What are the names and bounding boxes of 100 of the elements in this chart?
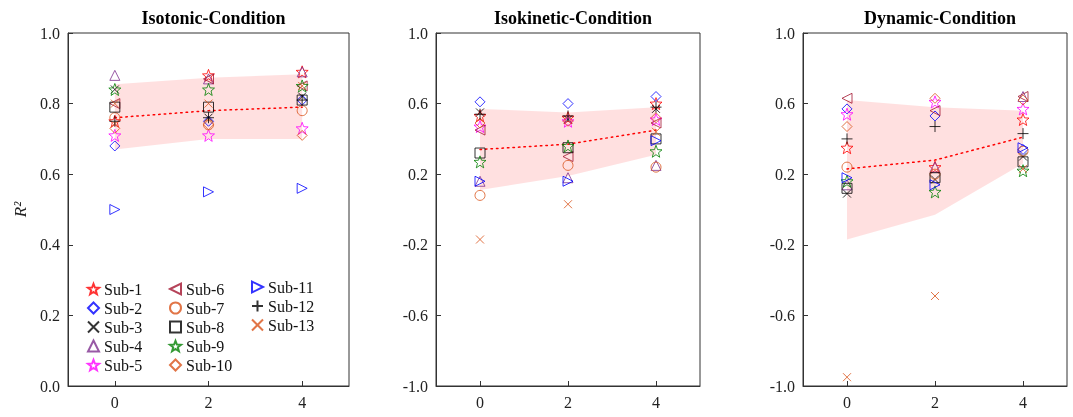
y-tick-label: 0.2: [40, 306, 60, 324]
point: [929, 110, 941, 122]
point: [929, 179, 941, 191]
point: [109, 140, 121, 152]
y-tick-label: 0.0: [40, 377, 60, 395]
point: [295, 121, 309, 135]
point: [475, 235, 485, 245]
point: [562, 98, 574, 110]
y-tick-label: -1.0: [402, 377, 428, 395]
legend-label: Sub-4: [104, 337, 143, 355]
legend-label: Sub-11: [268, 278, 314, 296]
point: [841, 172, 853, 184]
legend-label: Sub-6: [186, 280, 225, 298]
point: [562, 159, 574, 171]
point: [296, 105, 308, 117]
legend-label: Sub-10: [186, 356, 233, 374]
y-tick-label: 0.4: [40, 236, 60, 254]
point: [108, 128, 122, 142]
point: [842, 189, 852, 199]
point: [203, 101, 214, 113]
legend-label: Sub-9: [186, 337, 225, 355]
point: [929, 120, 941, 133]
y-tick-label: 0.2: [408, 165, 428, 183]
point: [650, 91, 662, 103]
point: [297, 92, 307, 102]
legend-label: Sub-12: [268, 297, 315, 315]
point: [928, 95, 942, 109]
point: [649, 97, 663, 111]
y-tick-label: -0.2: [402, 236, 428, 254]
y-tick-label: -1.0: [769, 377, 795, 395]
point: [203, 115, 214, 127]
legend-label: Sub-7: [186, 299, 225, 317]
point: [650, 117, 662, 129]
point: [109, 112, 121, 124]
y-tick-label: -0.6: [769, 306, 795, 324]
x-tick-label: 2: [931, 393, 939, 411]
legend-label: Sub-2: [104, 299, 143, 317]
legend-label: Sub-1: [104, 280, 143, 298]
legend-label: Sub-3: [104, 318, 143, 336]
point: [1016, 112, 1030, 126]
x-tick-label: 4: [652, 393, 660, 411]
point: [109, 122, 121, 134]
point: [109, 69, 121, 81]
point: [840, 107, 854, 121]
x-tick-label: 4: [1019, 393, 1027, 411]
chart-title: Dynamic-Condition: [863, 8, 1017, 28]
point: [651, 127, 661, 137]
point: [474, 96, 486, 108]
point: [928, 185, 942, 199]
point: [296, 182, 308, 194]
point: [562, 151, 574, 163]
y-axis-title: R²: [11, 200, 31, 219]
y-tick-label: 1.0: [775, 24, 795, 42]
point: [1016, 102, 1030, 116]
y-tick-label: 0.6: [775, 95, 795, 113]
point: [1016, 164, 1030, 178]
point: [203, 186, 214, 198]
point: [563, 199, 573, 209]
point: [649, 144, 663, 158]
point: [841, 92, 853, 104]
x-tick-label: 0: [110, 393, 119, 411]
point: [1017, 156, 1029, 168]
chart-title: Isokinetic-Condition: [493, 8, 653, 28]
x-tick-label: 0: [843, 393, 851, 411]
chart-title: Isotonic-Condition: [141, 8, 286, 28]
y-tick-label: -0.2: [769, 236, 795, 254]
y-tick-label: 0.8: [40, 95, 60, 113]
x-tick-label: 4: [298, 393, 307, 411]
point: [474, 189, 486, 201]
point: [474, 124, 486, 136]
y-tick-label: 0.2: [775, 165, 795, 183]
x-tick-label: 0: [476, 393, 484, 411]
point: [202, 128, 215, 142]
point: [473, 120, 487, 134]
point: [475, 107, 485, 117]
point: [929, 92, 941, 104]
point: [841, 132, 853, 145]
y-tick-label: 1.0: [408, 24, 428, 42]
y-tick-label: 1.0: [40, 24, 60, 42]
point: [1017, 127, 1029, 140]
point: [842, 372, 852, 382]
y-tick-label: 0.6: [40, 165, 60, 183]
y-tick-label: -0.6: [402, 306, 428, 324]
point: [840, 174, 854, 188]
point: [109, 204, 121, 215]
point: [841, 103, 853, 115]
point: [1018, 152, 1028, 162]
point: [202, 68, 215, 82]
point: [841, 161, 853, 173]
x-tick-label: 2: [564, 393, 572, 411]
point: [296, 129, 308, 141]
point: [1018, 164, 1028, 174]
point: [473, 155, 487, 169]
y-tick-label: 0.6: [408, 95, 428, 113]
legend-label: Sub-8: [186, 318, 225, 336]
legend-label: Sub-5: [104, 356, 143, 374]
point: [474, 147, 486, 159]
point: [841, 121, 853, 133]
point: [202, 82, 215, 96]
legend-label: Sub-13: [268, 316, 315, 334]
